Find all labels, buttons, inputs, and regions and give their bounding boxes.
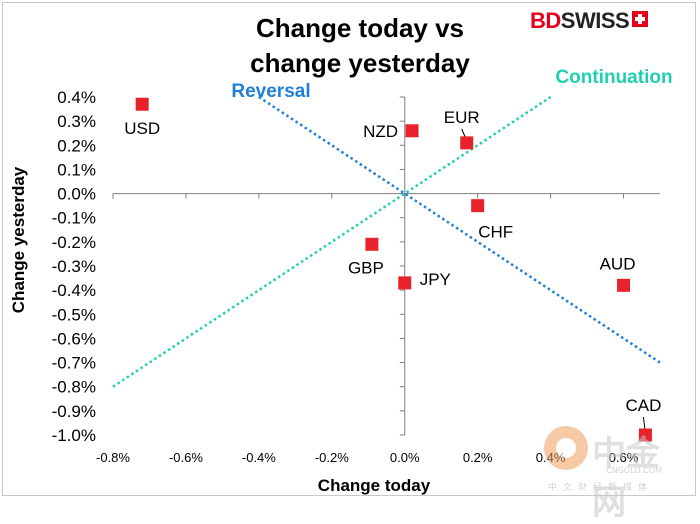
swiss-flag-icon	[632, 11, 649, 27]
point-label-aud: AUD	[600, 254, 636, 273]
coin-icon	[544, 426, 588, 470]
y-tick-label: -0.8%	[52, 378, 96, 397]
x-tick-label: -0.4%	[242, 450, 276, 465]
point-label-chf: CHF	[478, 223, 513, 242]
y-tick-label: 0.1%	[57, 160, 96, 179]
point-cad	[638, 428, 652, 442]
point-label-usd: USD	[124, 119, 160, 138]
point-aud	[617, 278, 631, 292]
y-tick-label: -0.5%	[52, 305, 96, 324]
point-label-cad: CAD	[625, 396, 661, 415]
y-tick-label: -0.2%	[52, 233, 96, 252]
y-tick-label: 0.4%	[57, 88, 96, 107]
y-tick-label: -0.9%	[52, 402, 96, 421]
reversal-label: Reversal	[231, 81, 310, 102]
x-axis-title: Change today	[318, 476, 431, 495]
cngold-watermark: 中金网 CNGOLD.COM 中文财经新媒体	[540, 420, 690, 523]
reference-lines: Reversal Continuation	[112, 67, 673, 388]
point-label-jpy: JPY	[420, 270, 451, 289]
continuation-line	[112, 95, 552, 388]
point-label-nzd: NZD	[363, 122, 398, 141]
bdswiss-logo: BDSWISS	[530, 8, 649, 34]
x-tick-label: 0.6%	[609, 450, 639, 465]
y-tick-label: 0.2%	[57, 136, 96, 155]
y-tick-label: 0.3%	[57, 112, 96, 131]
point-jpy	[398, 276, 412, 290]
x-tick-label: -0.6%	[169, 450, 203, 465]
chart-title-line-1: Change today vs	[256, 13, 464, 43]
point-chf	[471, 199, 485, 213]
point-gbp	[365, 237, 379, 251]
y-tick-label: -0.7%	[52, 354, 96, 373]
y-tick-label: -0.6%	[52, 329, 96, 348]
chart-title-line-2: change yesterday	[250, 48, 470, 78]
x-tick-label: -0.8%	[96, 450, 130, 465]
reversal-line	[258, 95, 661, 364]
point-label-eur: EUR	[444, 108, 480, 127]
y-tick-label: -1.0%	[52, 426, 96, 445]
continuation-label: Continuation	[555, 67, 672, 88]
point-usd	[135, 97, 149, 111]
point-nzd	[405, 124, 419, 138]
y-tick-label: 0.0%	[57, 185, 96, 204]
y-tick-label: -0.1%	[52, 209, 96, 228]
scatter-chart: Change today vs change yesterday -0.8% -0…	[9, 13, 673, 495]
y-tick-label: -0.4%	[52, 281, 96, 300]
axes: -0.8%-0.6%-0.4%-0.2%0.0%0.2%0.4%0.6%0.4%…	[52, 88, 660, 465]
point-label-gbp: GBP	[348, 258, 384, 277]
point-eur	[460, 136, 474, 150]
y-axis-title: Change yesterday	[9, 166, 28, 313]
x-tick-label: 0.2%	[463, 450, 493, 465]
data-points: USD NZD EUR CHF GBP JPY AUD CAD	[124, 97, 661, 442]
y-tick-label: -0.3%	[52, 257, 96, 276]
x-tick-label: -0.2%	[315, 450, 349, 465]
x-tick-label: 0.0%	[390, 450, 420, 465]
